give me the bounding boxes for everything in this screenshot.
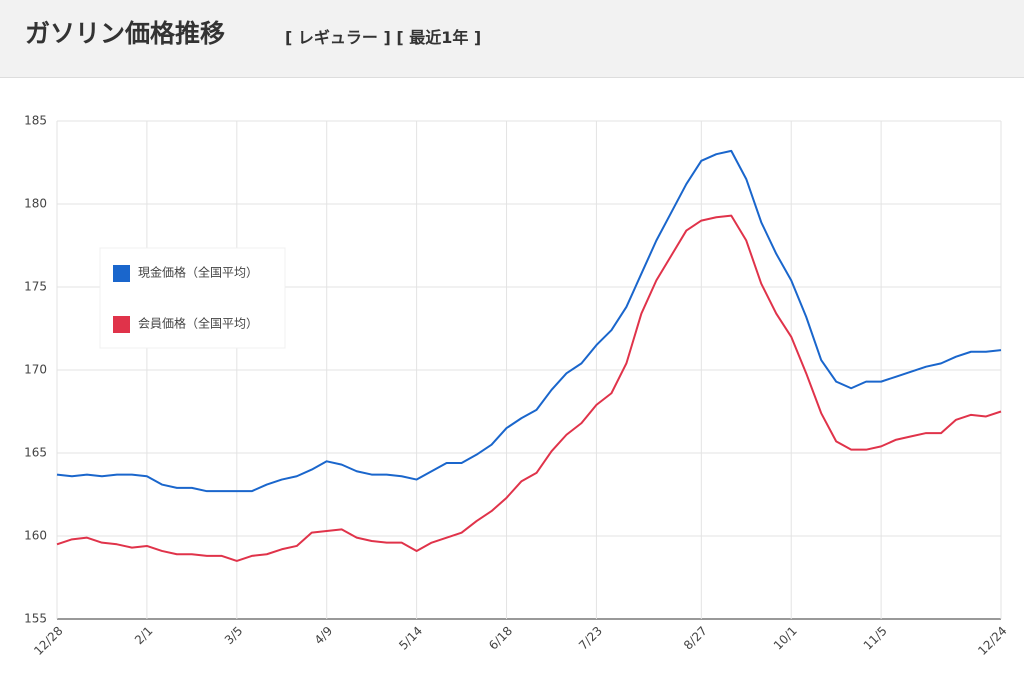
legend-swatch	[113, 316, 130, 333]
page-title: ガソリン価格推移	[25, 19, 226, 48]
chart: 155 160 165 170 175 180 185 12/28 2/1 3/5 4/9 5/14 6…	[24, 114, 1010, 659]
line-series	[56, 214, 1002, 562]
x-tick-label: 4/9	[312, 624, 336, 648]
page-subtitle: [ レギュラー ] [ 最近1年 ]	[285, 28, 482, 47]
x-tick-label: 7/23	[576, 624, 605, 653]
legend-box	[99, 247, 286, 349]
x-tick-label: 3/5	[222, 624, 246, 648]
x-tick-label: 2/1	[132, 624, 156, 648]
x-tick-label: 12/24	[975, 624, 1009, 658]
x-tick-label: 6/18	[486, 624, 515, 653]
legend-swatch	[113, 265, 130, 282]
x-tick-label: 11/5	[861, 624, 890, 653]
line-series	[56, 149, 1002, 493]
y-tick-label: 155	[24, 612, 47, 626]
y-tick-label: 160	[24, 529, 47, 543]
x-tick-label: 10/1	[771, 624, 800, 653]
x-tick-label: 8/27	[681, 624, 710, 653]
y-tick-label: 170	[24, 363, 47, 377]
legend-label: 会員価格（全国平均）	[138, 316, 258, 331]
x-tick-label: 12/28	[31, 624, 65, 658]
legend-label: 現金価格（全国平均）	[138, 265, 258, 280]
y-tick-label: 165	[24, 446, 47, 460]
y-tick-label: 185	[24, 114, 47, 128]
x-tick-label: 5/14	[396, 624, 425, 653]
header: ガソリン価格推移 [ レギュラー ] [ 最近1年 ]	[0, 0, 1024, 78]
y-tick-label: 175	[24, 280, 47, 294]
y-tick-label: 180	[24, 197, 47, 211]
